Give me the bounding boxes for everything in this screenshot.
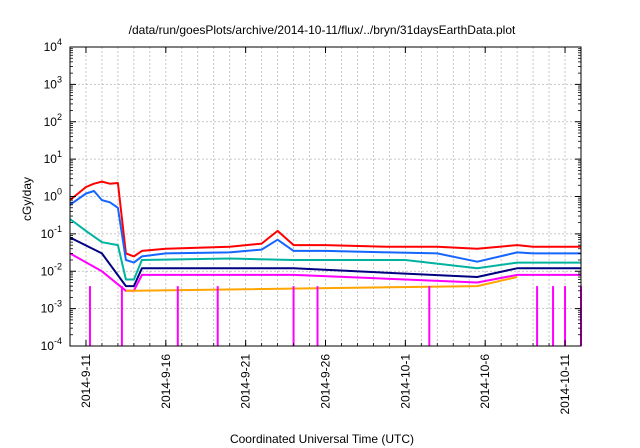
series-line-2 [69,218,581,281]
x-tick-label: 2014-9-11 [79,354,93,408]
y-axis-label: cGy/day [20,177,34,221]
x-tick-label: 2014-10-6 [478,354,492,409]
x-tick-label: 2014-10-11 [558,354,572,415]
x-tick-label: 2014-9-21 [239,354,253,409]
y-tick-label: 10-2 [41,261,62,278]
y-tick-label: 10-1 [41,224,62,241]
series-line-1 [69,190,581,264]
series-line-0 [69,180,581,258]
y-tick-label: 10-4 [41,336,62,353]
chart-title: /data/run/goesPlots/archive/2014-10-11/f… [129,23,516,37]
y-tick-label: 10-3 [41,299,62,316]
y-tick-label: 100 [44,187,62,204]
y-tick-label: 102 [44,112,62,129]
series-line-3 [69,236,581,288]
x-tick-label: 2014-10-1 [398,354,412,409]
x-tick-labels: 2014-9-11 2014-9-16 2014-9-21 2014-9-26 2014… [79,47,572,415]
series-line-5 [125,276,518,292]
series-line-4 [69,252,581,292]
y-tick-label: 103 [44,74,62,91]
x-axis-label: Coordinated Universal Time (UTC) [230,432,414,446]
grid [70,46,581,347]
series-group [69,180,582,346]
x-tick-label: 2014-9-26 [319,354,333,409]
x-tick-label: 2014-9-16 [159,354,173,409]
y-tick-label: 104 [44,37,62,54]
y-tick-labels: 10-4 10-3 10-2 10-1 100 101 102 103 104 [41,37,581,353]
y-tick-label: 101 [44,149,62,166]
